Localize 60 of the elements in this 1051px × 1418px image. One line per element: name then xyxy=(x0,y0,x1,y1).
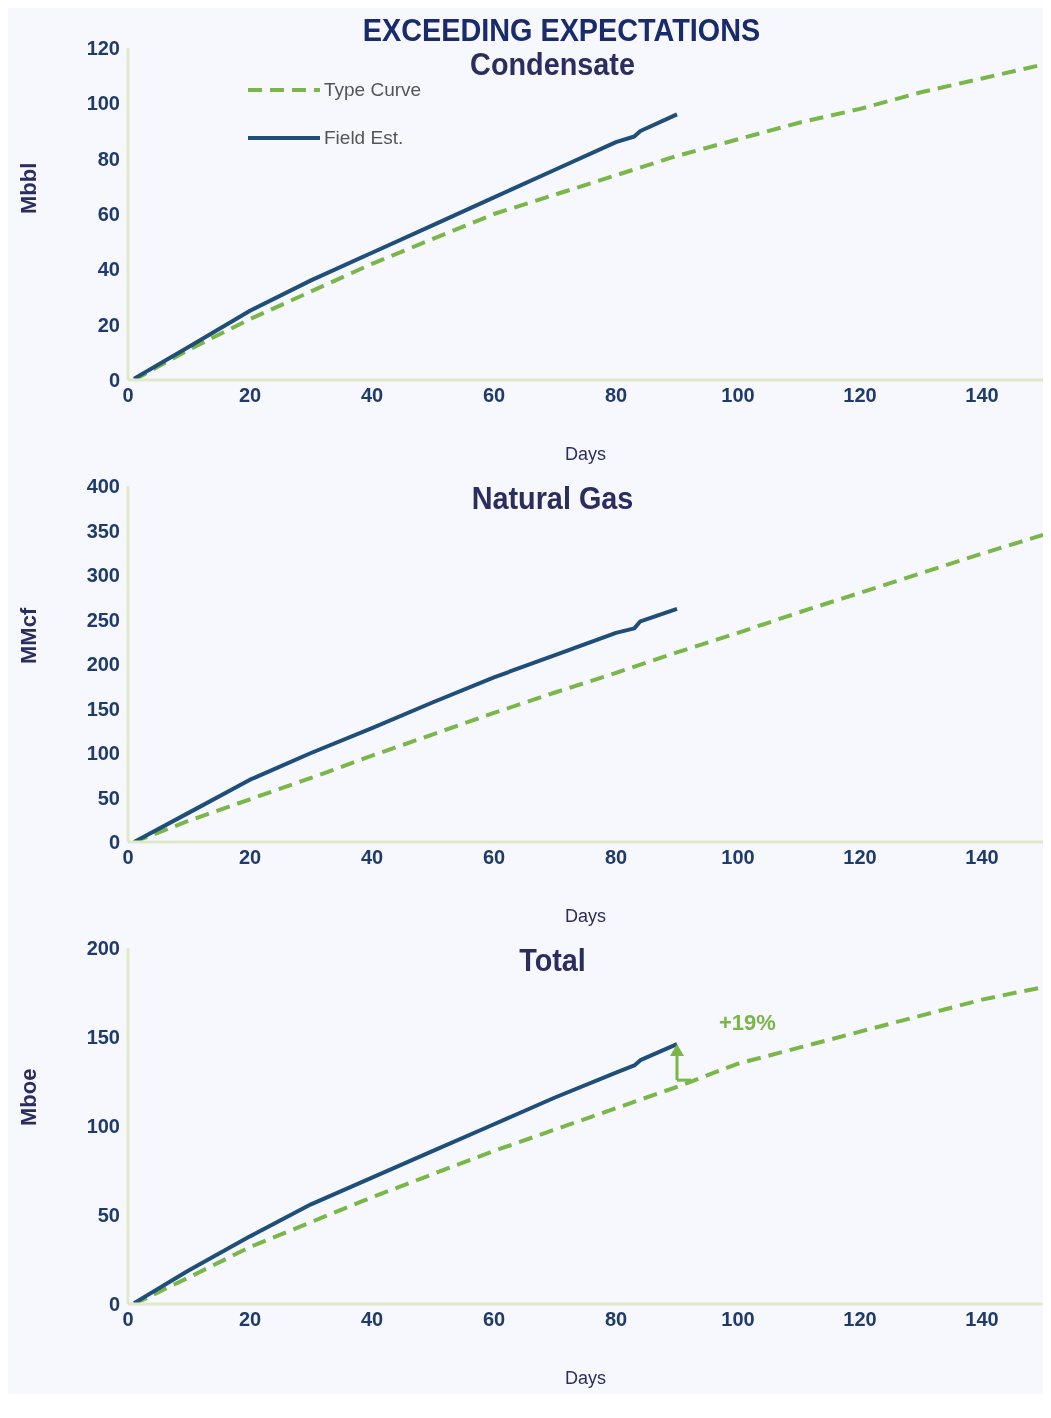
x-tick-label: 40 xyxy=(360,1308,384,1331)
x-tick-label: 140 xyxy=(965,846,999,869)
y-tick-label: 120 xyxy=(86,37,120,60)
x-tick-label: 80 xyxy=(604,846,628,869)
x-tick-label: 20 xyxy=(238,1308,262,1331)
y-tick-label: 60 xyxy=(97,203,120,226)
chart-title: Condensate xyxy=(470,46,635,82)
x-tick-label: 80 xyxy=(604,384,628,407)
x-tick-label: 100 xyxy=(721,384,755,407)
annotation: +19% xyxy=(719,1010,776,1036)
chart-title: Total xyxy=(519,942,586,978)
x-tick-label: 0 xyxy=(122,846,134,869)
y-tick-label: 40 xyxy=(97,258,120,281)
y-tick-label: 0 xyxy=(108,1293,120,1316)
x-tick-label: 100 xyxy=(721,1308,755,1331)
x-tick-label: 120 xyxy=(843,846,877,869)
x-tick-label: 120 xyxy=(843,384,877,407)
line-series xyxy=(132,112,679,380)
x-tick-label: 0 xyxy=(122,384,134,407)
y-tick-label: 300 xyxy=(86,564,120,587)
y-tick-label: 0 xyxy=(108,369,120,392)
x-tick-label: 60 xyxy=(482,1308,506,1331)
y-tick-label: 80 xyxy=(97,147,120,170)
x-tick-label: 140 xyxy=(965,384,999,407)
chart-title: Natural Gas xyxy=(471,480,634,516)
y-tick-label: 20 xyxy=(97,313,120,336)
legend-label: Field Est. xyxy=(324,127,404,149)
x-tick-label: 40 xyxy=(360,846,384,869)
y-tick-label: 200 xyxy=(86,937,120,960)
x-axis-title: Days xyxy=(564,444,607,464)
y-tick-label: 50 xyxy=(97,1204,120,1227)
y-tick-label: 100 xyxy=(86,742,120,765)
x-tick-label: 20 xyxy=(238,384,262,407)
text: EXCEEDING EXPECTATIONS xyxy=(362,12,761,48)
x-tick-label: 140 xyxy=(965,1308,999,1331)
y-tick-label: 350 xyxy=(86,519,120,542)
x-tick-label: 40 xyxy=(360,384,384,407)
x-axis-title: Days xyxy=(564,1368,607,1388)
y-tick-label: 200 xyxy=(86,653,120,676)
y-tick-label: 150 xyxy=(86,697,120,720)
x-tick-label: 80 xyxy=(604,1308,628,1331)
legend-label: Type Curve xyxy=(324,79,422,101)
x-tick-label: 60 xyxy=(482,846,506,869)
y-tick-label: 400 xyxy=(86,475,120,498)
x-tick-label: 60 xyxy=(482,384,506,407)
x-tick-label: 20 xyxy=(238,846,262,869)
y-axis-title: MMcf xyxy=(15,607,41,664)
y-tick-label: 250 xyxy=(86,608,120,631)
y-tick-label: 150 xyxy=(86,1026,120,1049)
y-tick-label: 0 xyxy=(108,831,120,854)
x-axis-title: Days xyxy=(564,906,607,926)
x-tick-label: 0 xyxy=(122,1308,134,1331)
y-tick-label: 100 xyxy=(86,1115,120,1138)
y-axis-title: Mbbl xyxy=(15,162,41,214)
y-tick-label: 100 xyxy=(86,92,120,115)
line-series xyxy=(132,606,679,842)
y-tick-label: 50 xyxy=(97,786,120,809)
y-axis-title: Mboe xyxy=(15,1068,41,1126)
x-tick-label: 120 xyxy=(843,1308,877,1331)
x-tick-label: 100 xyxy=(721,846,755,869)
